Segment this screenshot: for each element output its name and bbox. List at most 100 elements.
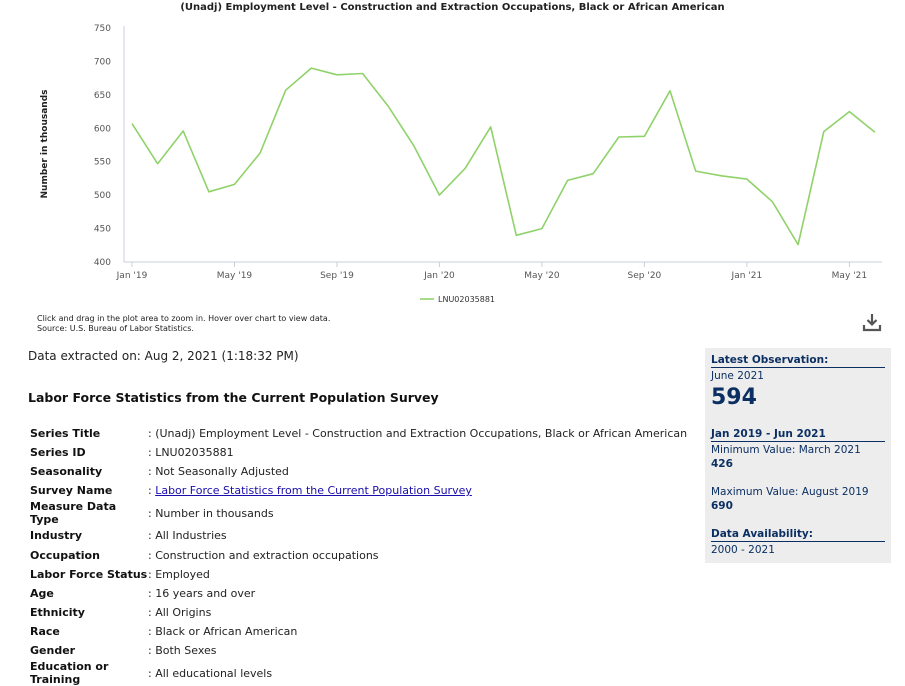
data-point[interactable]: [435, 191, 443, 199]
metadata-row: Series Title: (Unadj) Employment Level -…: [28, 424, 687, 443]
data-point[interactable]: [282, 86, 290, 94]
data-extracted: Data extracted on: Aug 2, 2021 (1:18:32 …: [28, 349, 299, 363]
data-point[interactable]: [230, 180, 238, 188]
note-instruction: Click and drag in the plot area to zoom …: [37, 314, 331, 323]
metadata-row: Gender : Both Sexes: [28, 641, 687, 660]
x-tick-label: Jan '21: [731, 271, 763, 281]
x-tick-label: Sep '19: [320, 271, 354, 281]
data-point[interactable]: [794, 241, 802, 249]
data-point[interactable]: [692, 167, 700, 175]
y-tick-label: 550: [94, 158, 111, 168]
metadata-key: Gender: [30, 643, 76, 657]
data-point[interactable]: [743, 175, 751, 183]
range-heading: Jan 2019 - Jun 2021: [711, 428, 885, 442]
metadata-key: Labor Force Status: [30, 567, 148, 581]
metadata-key: Series Title: [30, 427, 101, 441]
x-tick-label: May '19: [217, 271, 253, 281]
y-tick-label: 650: [94, 91, 111, 101]
latest-observation-heading: Latest Observation:: [711, 354, 885, 368]
x-tick-label: May '21: [832, 271, 867, 281]
metadata-value: : All Origins: [148, 605, 212, 619]
x-tick-label: Jan '20: [423, 271, 455, 281]
data-point[interactable]: [333, 71, 341, 79]
metadata-row: Race : Black or African American: [28, 622, 687, 641]
y-tick-label: 500: [94, 191, 111, 201]
latest-period: June 2021: [711, 370, 764, 382]
y-tick-label: 400: [94, 258, 111, 268]
legend-entry[interactable]: LNU02035881: [438, 295, 495, 304]
survey-heading: Labor Force Statistics from the Current …: [28, 390, 439, 405]
x-tick-label: May '20: [524, 271, 560, 281]
note-source: Source: U.S. Bureau of Labor Statistics.: [37, 324, 194, 333]
series-metadata-table: Series Title: (Unadj) Employment Level -…: [28, 424, 687, 686]
data-point[interactable]: [256, 149, 264, 157]
data-point[interactable]: [359, 69, 367, 77]
metadata-key: Race: [30, 624, 60, 638]
data-point[interactable]: [615, 133, 623, 141]
metadata-key: Ethnicity: [30, 605, 85, 619]
y-tick-label: 750: [94, 24, 111, 34]
maximum-label: Maximum Value: August 2019: [711, 486, 869, 498]
latest-value: 594: [711, 385, 757, 410]
data-point[interactable]: [871, 128, 879, 136]
metadata-value: : Number in thousands: [148, 506, 274, 520]
data-point[interactable]: [512, 231, 520, 239]
metadata-value: : All Industries: [148, 529, 227, 543]
series-line[interactable]: [131, 67, 876, 246]
metadata-value: : Black or African American: [148, 624, 298, 638]
metadata-row: Measure Data Type : Number in thousands: [28, 500, 687, 526]
data-point[interactable]: [820, 128, 828, 136]
metadata-key: Survey Name: [30, 484, 113, 498]
data-point[interactable]: [410, 142, 418, 150]
metadata-row: Ethnicity : All Origins: [28, 603, 687, 622]
data-point[interactable]: [717, 172, 725, 180]
y-axis-label: Number in thousands: [40, 90, 50, 199]
data-point[interactable]: [640, 132, 648, 140]
y-tick-label: 700: [94, 57, 111, 67]
data-point[interactable]: [128, 120, 136, 128]
metadata-value: : Not Seasonally Adjusted: [148, 465, 289, 479]
y-tick-label: 450: [94, 225, 111, 235]
metadata-value: : 16 years and over: [148, 586, 256, 600]
data-point[interactable]: [769, 198, 777, 206]
download-icon[interactable]: [862, 312, 882, 332]
metadata-row: Seasonality : Not Seasonally Adjusted: [28, 462, 687, 481]
metadata-key: Measure Data Type: [30, 500, 117, 527]
metadata-value: : LNU02035881: [148, 446, 234, 460]
data-point[interactable]: [487, 123, 495, 131]
data-point[interactable]: [154, 160, 162, 168]
metadata-row: Labor Force Status: Employed: [28, 565, 687, 584]
data-point[interactable]: [384, 102, 392, 110]
data-point[interactable]: [205, 188, 213, 196]
metadata-key: Series ID: [30, 446, 86, 460]
maximum-value: 690: [711, 500, 733, 512]
chart-area[interactable]: 750 700 650 600 550 500 450 400 Jan '19 May '19 S…: [0, 0, 905, 312]
data-point[interactable]: [589, 170, 597, 178]
metadata-key: Seasonality: [30, 465, 103, 479]
data-point[interactable]: [179, 127, 187, 135]
x-tick-label: Sep '20: [628, 271, 662, 281]
chart-title: (Unadj) Employment Level - Construction …: [180, 2, 725, 13]
metadata-value: : Employed: [148, 567, 210, 581]
y-tick-label: 600: [94, 124, 111, 134]
data-point[interactable]: [538, 225, 546, 233]
data-point[interactable]: [666, 87, 674, 95]
data-point[interactable]: [461, 164, 469, 172]
metadata-row: Industry: All Industries: [28, 526, 687, 545]
data-point[interactable]: [564, 176, 572, 184]
metadata-row: Survey Name: Labor Force Statistics from…: [28, 481, 687, 500]
metadata-value: : Construction and extraction occupation…: [148, 548, 379, 562]
data-availability-value: 2000 - 2021: [711, 544, 775, 556]
data-point[interactable]: [307, 64, 315, 72]
x-tick-label: Jan '19: [116, 271, 148, 281]
data-availability-heading: Data Availability:: [711, 528, 885, 542]
data-point[interactable]: [845, 108, 853, 116]
metadata-row: Age: 16 years and over: [28, 584, 687, 603]
minimum-value: 426: [711, 458, 733, 470]
metadata-row: Education or Training: All educational l…: [28, 660, 687, 686]
metadata-value: : Both Sexes: [148, 643, 217, 657]
metadata-row: Occupation: Construction and extraction …: [28, 545, 687, 564]
metadata-value: : All educational levels: [148, 666, 273, 680]
survey-name-link[interactable]: Labor Force Statistics from the Current …: [155, 484, 472, 498]
metadata-separator: :: [148, 484, 156, 498]
